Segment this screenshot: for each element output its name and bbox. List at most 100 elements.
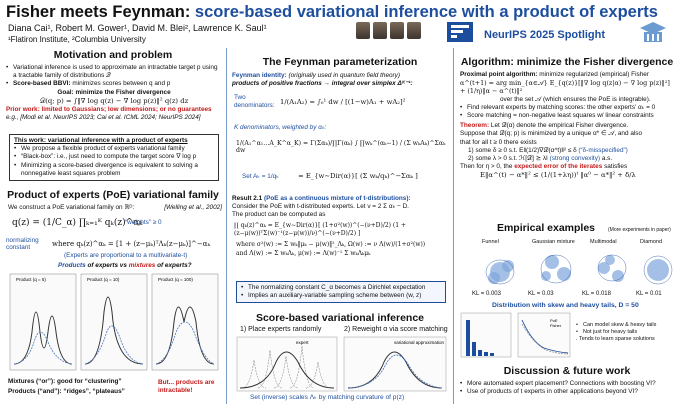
theorem-line: Theorem: Let 𝒟̂(α) denote the empirical … <box>460 122 629 130</box>
weights-note: “weights” ≥ 0 <box>125 219 162 226</box>
theorem-line: that for all t ≥ 0 there exists <box>460 138 537 146</box>
panel-title: Product (q = 10) <box>87 277 120 282</box>
bullet: We propose a flexible product of experts… <box>14 145 214 153</box>
panel <box>151 273 219 371</box>
distribution-caption: Distribution with skew and heavy tails, … <box>492 302 639 309</box>
bullet: Minimizing a score-based divergence is e… <box>14 162 214 178</box>
bullet: Variational inference is used to approxi… <box>6 64 222 80</box>
legend-va: variational approximation <box>394 340 445 345</box>
set-equation: = E_{w∼Dir(α)}[ (Σ wₖ/qₖ)^−Σαₖ ] <box>298 172 418 180</box>
bullet: Score matching = non-negative least squa… <box>460 112 676 120</box>
example-title: Multimodal <box>590 239 617 245</box>
bullet: Find relevant experts by matching scores… <box>460 104 676 112</box>
example-title: Funnel <box>482 239 499 245</box>
step-label: 2) Reweight α via score matching <box>344 326 448 333</box>
bullet: Can model skew & heavy tails <box>576 322 676 329</box>
column-divider <box>226 48 227 404</box>
section-heading: Score-based variational inference <box>255 312 425 324</box>
author-photos <box>356 22 421 39</box>
section-heading: Product of experts (PoE) variational fam… <box>7 189 219 201</box>
algorithm-body: Proximal point algorithm: minimize regul… <box>460 71 676 180</box>
section-heading: Motivation and problem <box>53 49 173 61</box>
section-heading: Empirical examples <box>496 222 596 234</box>
column-divider <box>453 48 454 404</box>
svi-caption: Set (inverse) scales Λₖ by matching curv… <box>250 394 405 401</box>
mixtures-text: Mixtures (“or”): good for “clustering” <box>8 378 122 385</box>
feynman-body: Feynman identity: (originally used in qu… <box>232 72 450 88</box>
goal-text: Goal: minimize the Fisher divergence <box>57 88 171 96</box>
panel-title: Product (q = 5) <box>16 277 46 282</box>
proximal-line: Proximal point algorithm: minimize regul… <box>460 71 649 78</box>
result-header: Result 2.1 (PoE as a continuous mixture … <box>232 195 411 202</box>
example-notes: Can model skew & heavy tails Not just fo… <box>576 322 676 343</box>
normalizing-note: normalizing constant <box>6 237 39 251</box>
fisher-equation: 𝒟(q; p) = ∫‖∇ log q(z) − ∇ log p(z)‖² q(… <box>39 96 189 105</box>
intractable-note: But... products are intractable! <box>158 379 215 395</box>
flatiron-logo <box>447 22 473 42</box>
section-heading: The Feynman parameterization <box>262 56 418 68</box>
where-line: and Λ(w) := Σ wₖΛₖ, μ(w) := Λ(w)⁻¹ Σ wₖΛ… <box>236 250 371 257</box>
result-line: Consider the PoE with t-distributed expe… <box>232 203 409 211</box>
example-kl: KL = 0.003 <box>472 291 501 297</box>
expert-equation: where qₖ(z)^αₖ = [1 + (z−μₖ)ᵀΛₖ(z−μₖ)]^−… <box>52 240 211 248</box>
affiliations: ¹Flatiron Institute, ²Columbia Universit… <box>8 35 146 44</box>
products-text: Products (“and”): “ridges”, “plateaus” <box>8 388 125 395</box>
prior-work: Prior work: limited to Gaussians; low di… <box>6 106 212 114</box>
author-photo <box>390 22 404 39</box>
result-body: Result 2.1 (PoE as a continuous mixture … <box>232 195 450 220</box>
poe-equation: q(z) = (1/C_α) ∏ₖ₌₁ᴷ qₖ(z)^αₖ <box>12 218 143 228</box>
legend-fisher: Fisher <box>550 323 562 328</box>
products-question: Products of experts vs mixtures of exper… <box>58 262 192 269</box>
author-photo <box>356 22 370 39</box>
authors: Diana Cai¹, Robert M. Gower¹, David M. B… <box>8 23 267 33</box>
theorem-condition: 2) some λ > 0 s.t. ℋ[𝒟̂] ⪰ λI (strong co… <box>468 155 613 163</box>
motivation-body: Variational inference is used to approxi… <box>6 64 222 122</box>
panel <box>9 273 77 371</box>
example-kl: KL = 0.01 <box>636 291 662 297</box>
legend-expert: expert <box>296 340 309 345</box>
prior-refs: e.g., [Modi et al. NeurIPS 2023; Cai et … <box>6 114 201 122</box>
experts-panels: Product (q = 5) Product (q = 10) Product… <box>9 273 219 371</box>
example-kl: KL = 0.03 <box>528 291 554 297</box>
example-scatters <box>485 254 673 285</box>
k-den-equation: 1/(A₁^α₁…A_K^α_K) = Γ(Σαₖ)/∏Γ(αₖ) ∫ ∏wₖ^… <box>236 140 446 154</box>
bullet: Not just for heavy tails <box>576 329 676 336</box>
poster-title: Fisher meets Feynman: score-based variat… <box>6 3 658 21</box>
section-heading: Algorithm: minimize the Fisher divergenc… <box>460 56 674 68</box>
where-line: where σ²(w) := Σ wₖ‖μₖ − μ(w)‖²_Λₖ, Ω(w)… <box>236 241 426 248</box>
columbia-logo <box>640 22 666 42</box>
set-a-k: Set Aₖ = 1/qₖ <box>242 173 279 180</box>
example-title: Gaussian mixture <box>532 239 575 245</box>
feynman-identity: Feynman identity: (originally used in qu… <box>232 72 401 79</box>
example-kl: KL = 0.018 <box>582 291 611 297</box>
skew-heavy-tail-plots: PoE Fisher <box>460 312 571 358</box>
legend-poe: PoE <box>550 318 558 323</box>
error-bound-equation: E‖α^(t) − α*‖² ≤ (1/(1+λη))ᵗ ‖α⁰ − α*‖² … <box>480 171 636 180</box>
bullet: . Tends to learn sparse solutions <box>576 336 655 342</box>
proportional-note: (Experts are proportional to a multivari… <box>64 252 188 259</box>
panel-title: Product (q = 100) <box>158 277 193 282</box>
feynman-line: products of positive fractions → integra… <box>232 80 413 88</box>
result-equation: ∏ qₖ(z)^αₖ = E_{w∼Dir(α)}[ (1+σ²(w))^(−(… <box>234 222 407 237</box>
more-experiments: (More experiments in paper) <box>608 227 671 233</box>
author-photo <box>373 22 387 39</box>
theorem-line: Then for η > 0, the expected error of th… <box>460 163 628 171</box>
author-photo <box>407 22 421 39</box>
example-title: Diamond <box>640 239 663 245</box>
step-label: 1) Place experts randomly <box>240 326 322 333</box>
bullet: Score-based BBVI: minimizes scores betwe… <box>6 80 222 88</box>
two-den-equation: 1/(A₁A₂) = ∫₀¹ dw / [(1−w)A₁ + wA₂]² <box>280 98 406 106</box>
theorem-condition: 1) some δ ≥ 0 s.t. E‖(1/2)∇𝒟̂(α^t)‖² ≤ δ… <box>468 146 628 154</box>
theorem-line: Suppose that 𝒟̂(q; p) is minimized by a … <box>460 130 643 138</box>
spotlight-badge: NeurIPS 2025 Spotlight <box>484 29 606 41</box>
bullet: Use of products of t experts in other ap… <box>460 388 676 396</box>
result-implications-box: The normalizing constant C_α becomes a D… <box>236 281 446 304</box>
two-denominators: Two denominators: <box>234 94 275 110</box>
panel <box>80 273 148 371</box>
result-line: The product can be computed as <box>232 211 326 219</box>
k-denominators: K denominators, weighted by αₖ: <box>234 124 327 131</box>
bullet: “Black-box”: i.e., just need to compute … <box>14 153 214 161</box>
box-title: This work: variational inference with a … <box>14 137 188 144</box>
bullet: The normalizing constant C_α becomes a D… <box>241 284 441 292</box>
svi-illustration: expert variational approximation <box>236 336 447 392</box>
